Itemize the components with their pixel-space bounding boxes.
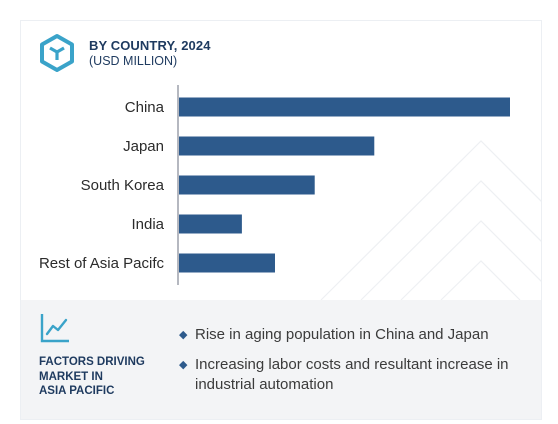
chart-title: BY COUNTRY, 2024: [89, 38, 211, 53]
factor-text: Rise in aging population in China and Ja…: [195, 326, 489, 343]
bar: [179, 253, 275, 273]
category-label: China: [125, 99, 165, 116]
factor-item: ◆ Rise in aging population in China and …: [179, 325, 539, 345]
bar: [179, 97, 510, 117]
diamond-bullet-icon: ◆: [179, 329, 188, 341]
factor-text: Increasing labor costs and resultant inc…: [195, 356, 509, 393]
cube-icon: [40, 34, 74, 72]
factors-panel: FACTORS DRIVING MARKET IN ASIA PACIFIC ◆…: [21, 300, 541, 419]
category-label: South Korea: [81, 177, 165, 194]
bar: [179, 175, 315, 195]
category-label: India: [131, 216, 164, 233]
chart-header: BY COUNTRY, 2024 (USD MILLION): [37, 33, 211, 73]
bar: [179, 214, 242, 234]
factors-list: ◆ Rise in aging population in China and …: [179, 325, 539, 405]
background-decoration: [320, 140, 541, 301]
factors-heading-line: FACTORS DRIVING: [39, 356, 145, 368]
category-label: Rest of Asia Pacifc: [39, 255, 165, 272]
factors-heading-line: MARKET IN: [39, 370, 103, 383]
category-label: Japan: [123, 138, 164, 155]
factor-item: ◆ Increasing labor costs and resultant i…: [179, 355, 539, 395]
factors-heading: FACTORS DRIVING MARKET IN ASIA PACIFIC: [39, 355, 169, 399]
line-trend-icon: [40, 314, 69, 343]
diamond-bullet-icon: ◆: [179, 359, 188, 371]
bar-chart: China Japan South Korea India Rest of Asia P…: [39, 85, 510, 285]
bar: [179, 136, 375, 156]
chart-subtitle: (USD MILLION): [89, 54, 178, 68]
factors-heading-line: ASIA PACIFIC: [39, 385, 115, 397]
chart-card: BY COUNTRY, 2024 (USD MILLION) China Japa…: [20, 20, 542, 420]
